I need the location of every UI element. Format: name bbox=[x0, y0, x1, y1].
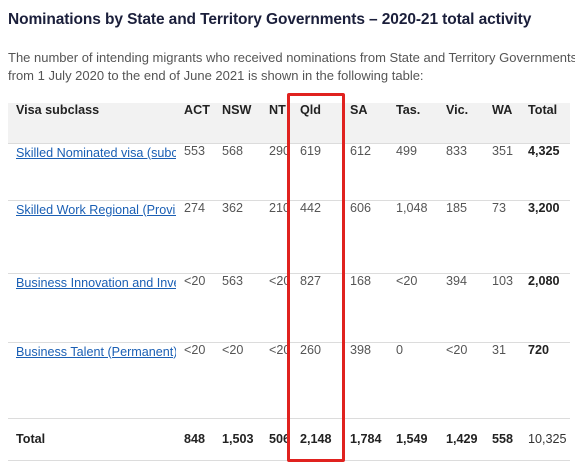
cell-wa: 351 bbox=[484, 143, 520, 201]
cell-sa: 612 bbox=[342, 143, 388, 201]
total-act: 848 bbox=[176, 418, 214, 461]
cell-tas: <20 bbox=[388, 273, 438, 343]
cell-vic: <20 bbox=[438, 342, 484, 419]
col-header-act: ACT bbox=[176, 103, 214, 144]
intro-line-2: from 1 July 2020 to the end of June 2021… bbox=[8, 68, 424, 83]
total-nt: 506 bbox=[261, 418, 292, 461]
page-title: Nominations by State and Territory Gover… bbox=[8, 11, 532, 28]
nominations-table: Visa subclass ACT NSW NT Qld SA Tas. Vic… bbox=[8, 103, 570, 461]
visa-link-subclass-491[interactable]: Skilled Work Regional (Provisional) visa… bbox=[16, 202, 176, 217]
intro-line-1: The number of intending migrants who rec… bbox=[8, 50, 575, 65]
total-label: Total bbox=[8, 418, 176, 461]
cell-nsw: 563 bbox=[214, 273, 261, 343]
col-header-visa-subclass: Visa subclass bbox=[8, 103, 176, 144]
visa-link-subclass-132[interactable]: Business Talent (Permanent) visa (subcla… bbox=[16, 344, 176, 359]
cell-qld: 442 bbox=[292, 200, 342, 274]
cell-sa: 606 bbox=[342, 200, 388, 274]
cell-wa: 73 bbox=[484, 200, 520, 274]
cell-tas: 0 bbox=[388, 342, 438, 419]
table-header-row: Visa subclass ACT NSW NT Qld SA Tas. Vic… bbox=[8, 103, 570, 144]
cell-total: 4,325 bbox=[520, 143, 570, 201]
cell-act: <20 bbox=[176, 342, 214, 419]
cell-sa: 168 bbox=[342, 273, 388, 343]
cell-wa: 103 bbox=[484, 273, 520, 343]
cell-nt: <20 bbox=[261, 273, 292, 343]
table-row: Skilled Work Regional (Provisional) visa… bbox=[8, 200, 570, 274]
row-label-cell: Skilled Nominated visa (subclass 190) bbox=[8, 143, 176, 201]
table-total-row: Total 848 1,503 506 2,148 1,784 1,549 1,… bbox=[8, 418, 570, 461]
row-label-cell: Business Innovation and Investment (prov… bbox=[8, 273, 176, 343]
cell-tas: 499 bbox=[388, 143, 438, 201]
cell-total: 3,200 bbox=[520, 200, 570, 274]
row-label-cell: Business Talent (Permanent) visa (subcla… bbox=[8, 342, 176, 419]
visa-link-subclass-190[interactable]: Skilled Nominated visa (subclass 190) bbox=[16, 145, 176, 160]
total-vic: 1,429 bbox=[438, 418, 484, 461]
cell-vic: 185 bbox=[438, 200, 484, 274]
intro-paragraph: The number of intending migrants who rec… bbox=[8, 49, 575, 85]
table-row: Skilled Nominated visa (subclass 190) 55… bbox=[8, 143, 570, 201]
total-qld: 2,148 bbox=[292, 418, 342, 461]
cell-tas: 1,048 bbox=[388, 200, 438, 274]
col-header-vic: Vic. bbox=[438, 103, 484, 144]
cell-act: 274 bbox=[176, 200, 214, 274]
col-header-tas: Tas. bbox=[388, 103, 438, 144]
cell-vic: 833 bbox=[438, 143, 484, 201]
total-sa: 1,784 bbox=[342, 418, 388, 461]
total-wa: 558 bbox=[484, 418, 520, 461]
col-header-total: Total bbox=[520, 103, 570, 144]
cell-total: 2,080 bbox=[520, 273, 570, 343]
total-nsw: 1,503 bbox=[214, 418, 261, 461]
row-label-cell: Skilled Work Regional (Provisional) visa… bbox=[8, 200, 176, 274]
table-row: Business Talent (Permanent) visa (subcla… bbox=[8, 342, 570, 419]
col-header-nsw: NSW bbox=[214, 103, 261, 144]
cell-qld: 619 bbox=[292, 143, 342, 201]
cell-wa: 31 bbox=[484, 342, 520, 419]
col-header-sa: SA bbox=[342, 103, 388, 144]
cell-qld: 827 bbox=[292, 273, 342, 343]
table-row: Business Innovation and Investment (prov… bbox=[8, 273, 570, 343]
cell-nt: 290 bbox=[261, 143, 292, 201]
cell-nsw: 568 bbox=[214, 143, 261, 201]
cell-total: 720 bbox=[520, 342, 570, 419]
col-header-qld: Qld bbox=[292, 103, 342, 144]
cell-act: 553 bbox=[176, 143, 214, 201]
cell-vic: 394 bbox=[438, 273, 484, 343]
cell-nt: <20 bbox=[261, 342, 292, 419]
cell-nsw: 362 bbox=[214, 200, 261, 274]
total-tas: 1,549 bbox=[388, 418, 438, 461]
cell-act: <20 bbox=[176, 273, 214, 343]
cell-qld: 260 bbox=[292, 342, 342, 419]
cell-nsw: <20 bbox=[214, 342, 261, 419]
visa-link-subclass-188[interactable]: Business Innovation and Investment (prov… bbox=[16, 275, 176, 290]
total-grand: 10,325 bbox=[520, 418, 570, 461]
col-header-wa: WA bbox=[484, 103, 520, 144]
cell-nt: 210 bbox=[261, 200, 292, 274]
cell-sa: 398 bbox=[342, 342, 388, 419]
col-header-nt: NT bbox=[261, 103, 292, 144]
